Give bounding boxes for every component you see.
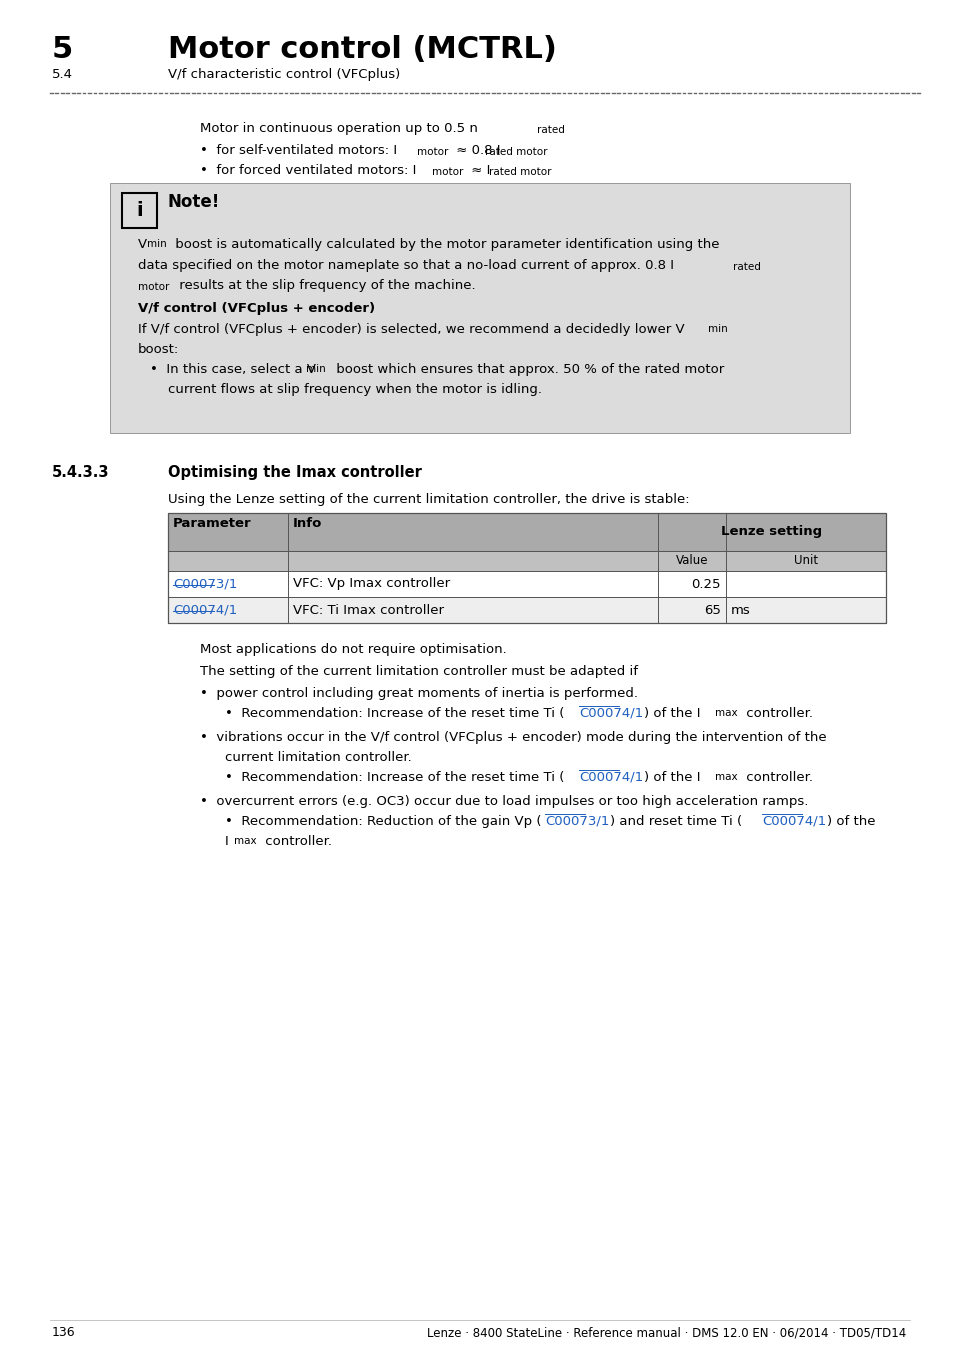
Text: VFC: Ti Imax controller: VFC: Ti Imax controller bbox=[293, 603, 443, 617]
Text: Note!: Note! bbox=[168, 193, 220, 211]
Text: C00074/1: C00074/1 bbox=[761, 815, 825, 828]
Text: Parameter: Parameter bbox=[172, 517, 252, 531]
Text: data specified on the motor nameplate so that a no-load current of approx. 0.8 I: data specified on the motor nameplate so… bbox=[138, 259, 673, 271]
Text: ≈ 0.8 I: ≈ 0.8 I bbox=[452, 144, 500, 157]
Text: boost is automatically calculated by the motor parameter identification using th: boost is automatically calculated by the… bbox=[171, 238, 719, 251]
Bar bbox=[168, 597, 885, 622]
Text: motor: motor bbox=[416, 147, 448, 157]
Text: ) of the: ) of the bbox=[826, 815, 875, 828]
Text: motor: motor bbox=[432, 167, 463, 177]
Text: •  Recommendation: Increase of the reset time Ti (: • Recommendation: Increase of the reset … bbox=[225, 771, 564, 784]
Text: rated motor: rated motor bbox=[489, 167, 551, 177]
Bar bbox=[168, 513, 885, 622]
Text: ) and reset time Ti (: ) and reset time Ti ( bbox=[609, 815, 741, 828]
Text: •  vibrations occur in the V/f control (VFCplus + encoder) mode during the inter: • vibrations occur in the V/f control (V… bbox=[200, 730, 825, 744]
Text: boost which ensures that approx. 50 % of the rated motor: boost which ensures that approx. 50 % of… bbox=[332, 363, 723, 377]
Text: current flows at slip frequency when the motor is idling.: current flows at slip frequency when the… bbox=[168, 383, 541, 396]
Text: •  Recommendation: Reduction of the gain Vp (: • Recommendation: Reduction of the gain … bbox=[225, 815, 541, 828]
Text: •  In this case, select a V: • In this case, select a V bbox=[150, 363, 315, 377]
Text: rated motor: rated motor bbox=[484, 147, 547, 157]
Text: C00073/1: C00073/1 bbox=[544, 815, 609, 828]
Text: •  power control including great moments of inertia is performed.: • power control including great moments … bbox=[200, 687, 638, 701]
Text: max: max bbox=[233, 836, 256, 846]
Text: Motor in continuous operation up to 0.5 n: Motor in continuous operation up to 0.5 … bbox=[200, 122, 477, 135]
Text: rated: rated bbox=[537, 126, 564, 135]
Text: •  for self-ventilated motors: I: • for self-ventilated motors: I bbox=[200, 144, 396, 157]
Text: C00074/1: C00074/1 bbox=[172, 603, 237, 617]
Text: VFC: Vp Imax controller: VFC: Vp Imax controller bbox=[293, 578, 450, 590]
Text: 5.4: 5.4 bbox=[52, 68, 73, 81]
Text: V: V bbox=[138, 238, 147, 251]
Text: 65: 65 bbox=[703, 603, 720, 617]
Text: •  overcurrent errors (e.g. OC3) occur due to load impulses or too high accelera: • overcurrent errors (e.g. OC3) occur du… bbox=[200, 795, 807, 809]
Text: If V/f control (VFCplus + encoder) is selected, we recommend a decidedly lower V: If V/f control (VFCplus + encoder) is se… bbox=[138, 323, 684, 336]
Text: C00074/1: C00074/1 bbox=[578, 707, 642, 720]
Text: Optimising the Imax controller: Optimising the Imax controller bbox=[168, 464, 421, 481]
Text: 0.25: 0.25 bbox=[691, 578, 720, 590]
Bar bbox=[168, 513, 885, 551]
Text: Lenze · 8400 StateLine · Reference manual · DMS 12.0 EN · 06/2014 · TD05/TD14: Lenze · 8400 StateLine · Reference manua… bbox=[426, 1326, 905, 1339]
Text: Using the Lenze setting of the current limitation controller, the drive is stabl: Using the Lenze setting of the current l… bbox=[168, 493, 689, 506]
Text: C00074/1: C00074/1 bbox=[578, 771, 642, 784]
Text: C00073/1: C00073/1 bbox=[172, 578, 237, 590]
Text: Most applications do not require optimisation.: Most applications do not require optimis… bbox=[200, 643, 506, 656]
Text: The setting of the current limitation controller must be adapted if: The setting of the current limitation co… bbox=[200, 666, 638, 678]
Text: ) of the I: ) of the I bbox=[643, 707, 700, 720]
Text: controller.: controller. bbox=[261, 836, 332, 848]
Text: 5: 5 bbox=[52, 35, 73, 63]
Text: 5.4.3.3: 5.4.3.3 bbox=[52, 464, 110, 481]
Text: min: min bbox=[306, 364, 325, 374]
Bar bbox=[110, 184, 849, 433]
Text: •  Recommendation: Increase of the reset time Ti (: • Recommendation: Increase of the reset … bbox=[225, 707, 564, 720]
Text: rated: rated bbox=[732, 262, 760, 271]
Text: ≈ I: ≈ I bbox=[467, 163, 490, 177]
Text: boost:: boost: bbox=[138, 343, 179, 356]
Text: Unit: Unit bbox=[793, 555, 818, 567]
Text: ) of the I: ) of the I bbox=[643, 771, 700, 784]
Text: controller.: controller. bbox=[741, 771, 812, 784]
Text: I: I bbox=[225, 836, 229, 848]
Text: Value: Value bbox=[675, 555, 707, 567]
Text: i: i bbox=[136, 201, 143, 220]
Text: V/f characteristic control (VFCplus): V/f characteristic control (VFCplus) bbox=[168, 68, 400, 81]
Text: V/f control (VFCplus + encoder): V/f control (VFCplus + encoder) bbox=[138, 302, 375, 315]
Text: motor: motor bbox=[138, 282, 170, 292]
Text: results at the slip frequency of the machine.: results at the slip frequency of the mac… bbox=[174, 279, 476, 292]
Text: •  for forced ventilated motors: I: • for forced ventilated motors: I bbox=[200, 163, 416, 177]
Text: ms: ms bbox=[730, 603, 750, 617]
Text: current limitation controller.: current limitation controller. bbox=[225, 751, 412, 764]
Text: Info: Info bbox=[293, 517, 322, 531]
Text: Lenze setting: Lenze setting bbox=[720, 525, 821, 539]
Bar bbox=[122, 193, 157, 228]
Bar bbox=[168, 571, 885, 597]
Text: 136: 136 bbox=[52, 1326, 75, 1339]
Text: Motor control (MCTRL): Motor control (MCTRL) bbox=[168, 35, 557, 63]
Text: min: min bbox=[147, 239, 167, 248]
Bar bbox=[168, 551, 885, 571]
Text: min: min bbox=[707, 324, 727, 333]
Text: controller.: controller. bbox=[741, 707, 812, 720]
Text: max: max bbox=[714, 707, 737, 718]
Text: max: max bbox=[714, 772, 737, 782]
